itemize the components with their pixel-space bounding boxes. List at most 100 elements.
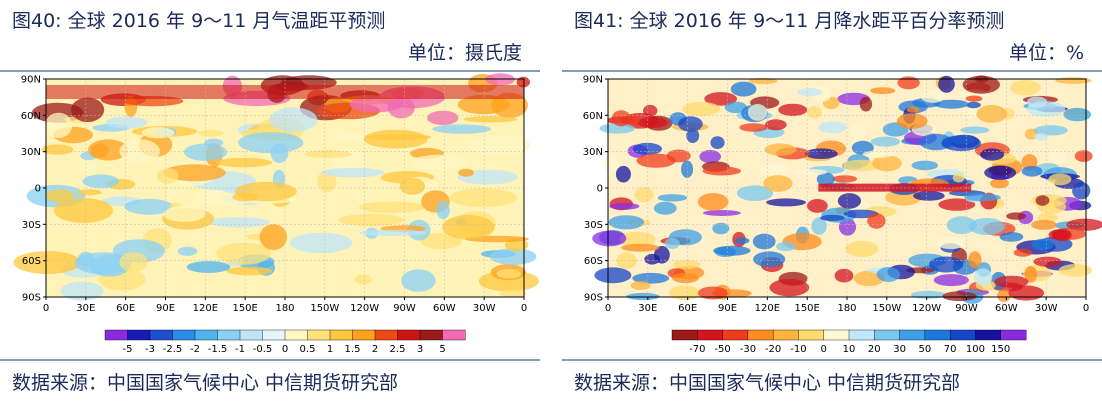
colorbar-swatch [307,329,331,341]
y-tick-label: 60N [21,111,41,122]
data-source: 数据来源：中国国家气候中心 中信期货研究部 [12,372,399,394]
x-tick-label: 60E [116,303,135,314]
colorbar-label: -5 [123,344,133,355]
colorbar-label: 50 [919,344,932,355]
colorbar-swatch [262,329,286,341]
colorbar-swatch [239,329,263,341]
colorbar-swatch [798,329,825,341]
colorbar-label: -20 [765,344,781,355]
y-tick-label: 90N [21,75,41,86]
colorbar-label: 0 [282,344,288,355]
colorbar-label: -70 [689,344,705,355]
colorbar-swatch [127,329,151,341]
colorbar-swatch [722,329,749,341]
y-tick-label: 90N [583,75,603,86]
colorbar-label: 2 [372,344,378,355]
y-tick-label: 60N [583,111,603,122]
colorbar-label: 1.5 [345,344,361,355]
colorbar-swatch [848,329,875,341]
x-tick-label: 0 [605,303,611,314]
colorbar-swatch [194,329,218,341]
colorbar-label: 20 [868,344,881,355]
y-tick-label: 90S [22,293,41,304]
equatorial-band [818,183,972,192]
x-tick-label: 120W [912,303,941,314]
colorbar-label: 2.5 [390,344,406,355]
colorbar-swatch [747,329,774,341]
top-divider [562,70,1102,72]
colorbar-label: -2 [190,344,200,355]
colorbar-swatch [352,329,376,341]
colorbar-swatch [442,329,466,341]
colorbar-label: -30 [740,344,756,355]
x-tick-label: 150E [794,303,819,314]
x-tick-label: 180 [837,303,856,314]
colorbar-label: 150 [991,344,1010,355]
colorbar-swatch [397,329,421,341]
x-tick-label: 150W [310,303,339,314]
colorbar-swatch [772,329,799,341]
colorbar-swatch [374,329,398,341]
colorbar-swatch [823,329,850,341]
colorbar-swatch [671,329,698,341]
x-tick-label: 120W [350,303,379,314]
colorbar-swatch [419,329,443,341]
y-tick-label: 30S [22,220,41,231]
colorbar-label: 0 [821,344,827,355]
x-tick-label: 150W [872,303,901,314]
colorbar-label: 5 [439,344,445,355]
colorbar-swatch [874,329,901,341]
y-tick-label: 90S [584,293,603,304]
figure-unit: 单位：% [1008,42,1084,64]
colorbar-swatch [1000,329,1027,341]
colorbar-label: 70 [944,344,957,355]
figure-title: 图40: 全球 2016 年 9～11 月气温距平预测 [12,10,386,32]
colorbar-swatch [172,329,196,341]
colorbar-label: 10 [843,344,856,355]
colorbar-swatch [949,329,976,341]
colorbar-label: -0.5 [253,344,273,355]
anomaly-blobs [592,75,1102,304]
colorbar-label: -1 [235,344,245,355]
x-tick-label: 120E [193,303,218,314]
x-tick-label: 30W [473,303,496,314]
colorbar-label: 100 [966,344,985,355]
x-tick-label: 60W [995,303,1018,314]
x-tick-label: 150E [232,303,257,314]
colorbar-swatch [284,329,308,341]
top-divider [0,70,540,72]
colorbar-swatch [899,329,926,341]
map-grid [46,79,524,297]
x-tick-label: 60W [433,303,456,314]
x-tick-label: 90E [718,303,737,314]
x-tick-label: 60E [678,303,697,314]
y-tick-label: 30N [21,147,41,158]
y-tick-label: 0 [35,184,41,195]
colorbar-label: 1 [327,344,333,355]
colorbar-swatch [924,329,951,341]
x-tick-label: 90E [156,303,175,314]
x-tick-label: 90W [393,303,416,314]
colorbar-label: 30 [893,344,906,355]
colorbar-label: -3 [145,344,155,355]
y-tick-label: 0 [597,184,603,195]
figure-40-panel: 图40: 全球 2016 年 9～11 月气温距平预测 单位：摄氏度 90N 60… [0,0,540,401]
data-source: 数据来源：中国国家气候中心 中信期货研究部 [574,372,961,394]
x-tick-label: 180 [275,303,294,314]
colorbar-swatch [329,329,353,341]
x-tick-label: 0 [43,303,49,314]
x-tick-label: 30E [76,303,95,314]
x-tick-label: 0 [521,303,527,314]
colorbar-label: -50 [714,344,730,355]
colorbar-swatch [697,329,724,341]
y-tick-label: 60S [22,256,41,267]
figure-title: 图41: 全球 2016 年 9～11 月降水距平百分率预测 [574,10,1005,32]
bottom-divider [0,359,540,361]
colorbar-swatch [149,329,173,341]
colorbar-swatch [217,329,241,341]
colorbar-label: -10 [790,344,806,355]
x-tick-label: 0 [1083,303,1089,314]
map-grid [608,79,1086,297]
